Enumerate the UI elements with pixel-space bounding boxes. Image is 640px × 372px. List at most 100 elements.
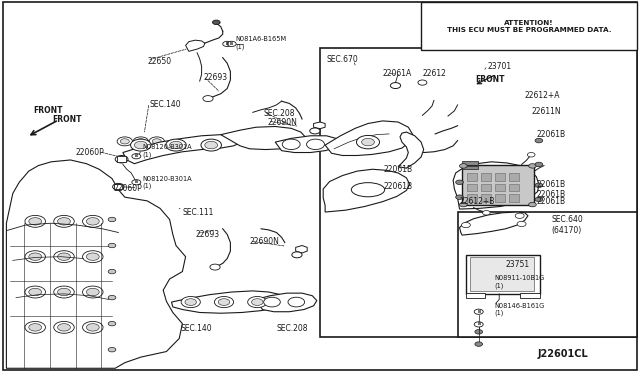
Circle shape [483, 211, 490, 215]
Circle shape [517, 221, 526, 227]
Bar [467, 184, 477, 191]
Circle shape [170, 141, 182, 149]
Circle shape [307, 139, 324, 150]
Bar [466, 255, 540, 294]
Polygon shape [323, 169, 410, 212]
Circle shape [25, 286, 45, 298]
Circle shape [132, 154, 141, 159]
Text: SEC.640
(64170): SEC.640 (64170) [552, 215, 584, 235]
Circle shape [29, 253, 42, 260]
Circle shape [108, 321, 116, 326]
Circle shape [535, 162, 543, 167]
Circle shape [535, 138, 543, 143]
Text: SEC.140: SEC.140 [149, 100, 180, 109]
Text: N08911-10B1G
(1): N08911-10B1G (1) [494, 275, 545, 289]
Text: 22061B: 22061B [536, 180, 566, 189]
Circle shape [218, 299, 230, 305]
Polygon shape [398, 132, 424, 168]
Circle shape [29, 324, 42, 331]
Circle shape [86, 324, 99, 331]
Circle shape [282, 139, 300, 150]
Circle shape [86, 218, 99, 225]
Circle shape [456, 195, 463, 199]
Circle shape [456, 180, 463, 185]
Text: 22061B: 22061B [536, 190, 566, 199]
Text: 22693: 22693 [204, 73, 228, 82]
Text: SEC.140: SEC.140 [180, 324, 212, 333]
Circle shape [86, 253, 99, 260]
Bar [458, 212, 637, 337]
Text: 22061B: 22061B [536, 197, 566, 206]
Text: 22061A: 22061A [383, 69, 412, 78]
Text: 23701: 23701 [488, 62, 512, 71]
Polygon shape [6, 160, 186, 368]
Bar [495, 194, 505, 202]
Polygon shape [123, 135, 243, 164]
Text: 22650: 22650 [147, 57, 172, 66]
Circle shape [83, 251, 103, 263]
Text: 22612+B: 22612+B [460, 197, 495, 206]
Text: J22601CL: J22601CL [538, 349, 589, 359]
Circle shape [25, 215, 45, 227]
Text: B: B [230, 42, 233, 46]
Text: SEC.111: SEC.111 [182, 208, 214, 217]
Text: 22690N: 22690N [268, 118, 298, 126]
Circle shape [58, 288, 70, 296]
Circle shape [252, 299, 263, 305]
Bar [117, 156, 126, 162]
Circle shape [214, 296, 234, 308]
Text: N08146-B161G
(1): N08146-B161G (1) [494, 303, 545, 316]
Polygon shape [453, 162, 539, 209]
Circle shape [535, 197, 543, 202]
Circle shape [152, 139, 161, 144]
Text: B: B [135, 180, 138, 184]
Bar [462, 165, 534, 205]
Polygon shape [314, 122, 325, 129]
Circle shape [133, 137, 148, 146]
Circle shape [132, 180, 141, 185]
Polygon shape [296, 246, 307, 253]
Circle shape [25, 321, 45, 333]
Bar [470, 257, 534, 291]
Polygon shape [325, 121, 413, 155]
Text: 22061B: 22061B [536, 130, 566, 139]
Polygon shape [460, 212, 528, 235]
Circle shape [527, 153, 535, 157]
Text: B: B [477, 310, 480, 314]
Circle shape [83, 215, 103, 227]
Circle shape [54, 321, 74, 333]
Text: B: B [477, 323, 480, 326]
Circle shape [185, 299, 196, 305]
Polygon shape [221, 126, 306, 150]
Bar [509, 184, 519, 191]
Circle shape [474, 309, 483, 314]
Circle shape [115, 155, 128, 163]
Circle shape [117, 137, 132, 146]
Polygon shape [256, 293, 317, 312]
Circle shape [474, 322, 483, 327]
Bar [114, 184, 122, 189]
Bar [466, 293, 485, 298]
Text: SEC.208: SEC.208 [276, 324, 308, 333]
Circle shape [83, 321, 103, 333]
Text: N08120-B301A
(1): N08120-B301A (1) [142, 176, 192, 189]
Circle shape [108, 217, 116, 222]
Bar [462, 166, 478, 169]
Circle shape [475, 342, 483, 346]
Circle shape [108, 269, 116, 274]
Polygon shape [186, 40, 205, 51]
Circle shape [136, 139, 145, 144]
Circle shape [58, 253, 70, 260]
Text: ATTENTION!
THIS ECU MUST BE PROGRAMMED DATA.: ATTENTION! THIS ECU MUST BE PROGRAMMED D… [447, 20, 611, 32]
Circle shape [529, 202, 536, 207]
Bar [481, 184, 491, 191]
Circle shape [29, 218, 42, 225]
Circle shape [418, 80, 427, 85]
Polygon shape [172, 291, 285, 313]
Circle shape [212, 20, 220, 25]
Circle shape [58, 324, 70, 331]
Circle shape [210, 264, 220, 270]
Text: FRONT: FRONT [475, 76, 504, 84]
Circle shape [461, 222, 470, 228]
Text: 22061B: 22061B [384, 182, 413, 190]
